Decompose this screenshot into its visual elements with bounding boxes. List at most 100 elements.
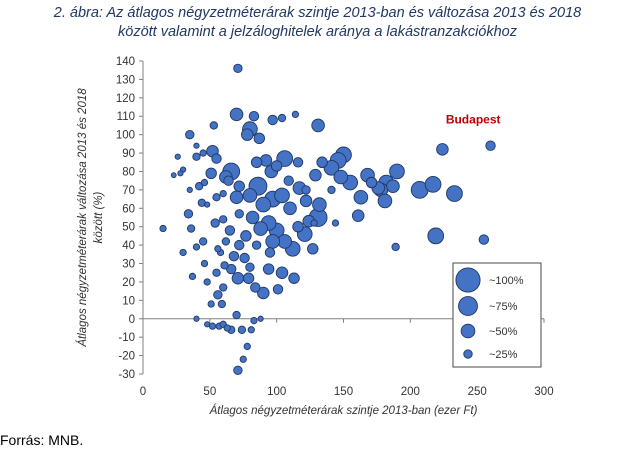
data-bubble [200, 178, 209, 187]
data-bubble [255, 196, 272, 213]
data-bubble [275, 266, 289, 279]
data-bubble [229, 107, 244, 122]
data-bubble [241, 128, 254, 141]
data-bubble [213, 290, 223, 300]
legend-label: ~100% [489, 275, 524, 287]
data-bubble [377, 193, 393, 209]
data-bubble [214, 245, 222, 253]
data-bubble [188, 272, 197, 281]
data-bubble [485, 140, 496, 151]
data-bubble [312, 197, 327, 212]
data-bubble [277, 113, 287, 123]
data-bubble [242, 188, 258, 203]
data-bubble [219, 283, 228, 292]
data-bubble [204, 201, 211, 208]
data-bubble [299, 194, 313, 208]
data-bubble [262, 263, 275, 275]
data-bubble [386, 179, 400, 193]
data-bubble [194, 182, 204, 191]
y-tick-label: 40 [122, 240, 135, 252]
data-bubble [239, 252, 250, 264]
chart-title-line1: 2. ábra: Az átlagos négyzetméterárak szi… [53, 5, 582, 21]
scatter-chart: -30 -20 -10 0 10 20 30 40 50 60 70 80 90 100 110 120 130… [76, 56, 554, 417]
data-bubble [226, 263, 237, 275]
data-bubble [257, 286, 270, 300]
x-tick-label: 150 [334, 386, 353, 398]
data-bubble [316, 156, 328, 168]
y-tick-label: 70 [122, 185, 135, 197]
data-bubble [179, 248, 187, 257]
y-axis-label-line2: között (%) [93, 191, 105, 243]
data-bubble [351, 209, 365, 222]
x-tick-label: 200 [401, 386, 420, 398]
data-bubble [159, 224, 167, 233]
data-bubble [245, 210, 260, 225]
data-bubble [174, 153, 181, 160]
data-bubble [239, 355, 247, 363]
data-bubble [231, 272, 245, 285]
data-bubble [183, 209, 194, 219]
y-tick-label: 120 [116, 93, 135, 105]
chart-title-line2: között valamint a jelzáloghitelek aránya… [118, 24, 517, 40]
data-bubble [192, 152, 201, 161]
x-tick-label: 300 [534, 386, 553, 398]
data-bubble [232, 310, 241, 320]
data-bubble [186, 186, 193, 193]
legend-bubble [455, 267, 481, 293]
data-bubble [323, 159, 340, 176]
data-bubble [446, 185, 463, 202]
x-axis-label: Átlagos négyzetméterárak szintje 2013-ba… [209, 404, 478, 417]
data-bubble [267, 114, 278, 126]
data-bubble [228, 250, 240, 262]
data-bubble [219, 189, 227, 198]
data-bubble [237, 325, 247, 334]
data-bubble [424, 176, 442, 193]
data-bubble [233, 63, 243, 74]
y-tick-label: 50 [122, 222, 135, 234]
data-bubble [250, 282, 261, 293]
x-tick-label: 100 [267, 386, 286, 398]
annotation-budapest: Budapest [446, 113, 501, 127]
data-bubble [220, 261, 229, 270]
data-bubble [291, 110, 300, 119]
x-tick-label: 50 [203, 386, 216, 398]
data-bubble [205, 167, 217, 180]
data-bubble [212, 193, 221, 202]
data-bubble [219, 215, 228, 224]
data-bubble [192, 243, 201, 251]
legend-bubble [458, 296, 478, 316]
data-bubble [224, 225, 236, 236]
y-axis-label-line1: Átlagos négyzetméterárak változása 2013 … [76, 88, 89, 348]
y-tick-label: -20 [118, 351, 135, 363]
data-bubble [207, 300, 215, 308]
y-tick-label: 0 [129, 314, 135, 326]
x-tick-label: 250 [468, 386, 487, 398]
data-bubble [229, 190, 244, 205]
data-bubble [193, 315, 200, 322]
y-tick-label: 110 [117, 111, 135, 123]
legend-label: ~75% [489, 301, 518, 313]
chart-title: 2. ábra: Az átlagos négyzetméterárak szi… [0, 4, 635, 42]
data-bubble [208, 322, 217, 330]
y-tick-label: 30 [122, 259, 135, 271]
data-bubble [265, 234, 280, 249]
data-bubble [270, 160, 283, 172]
data-bubble [234, 209, 244, 219]
data-bubble [186, 224, 196, 233]
legend-label: ~25% [489, 349, 518, 361]
y-tick-label: -10 [118, 332, 135, 344]
data-bubble [264, 247, 276, 258]
data-bubble [253, 221, 268, 236]
data-bubble [331, 219, 340, 227]
data-bubble [185, 129, 195, 140]
data-bubble [233, 180, 245, 192]
data-bubble [353, 189, 369, 205]
data-bubble [391, 242, 400, 252]
data-bubble [272, 284, 284, 295]
data-bubble [240, 230, 252, 242]
data-bubble [250, 156, 263, 168]
data-bubble [242, 272, 255, 284]
data-bubble [292, 157, 304, 168]
data-bubble [307, 243, 319, 255]
data-bubble [311, 118, 325, 133]
